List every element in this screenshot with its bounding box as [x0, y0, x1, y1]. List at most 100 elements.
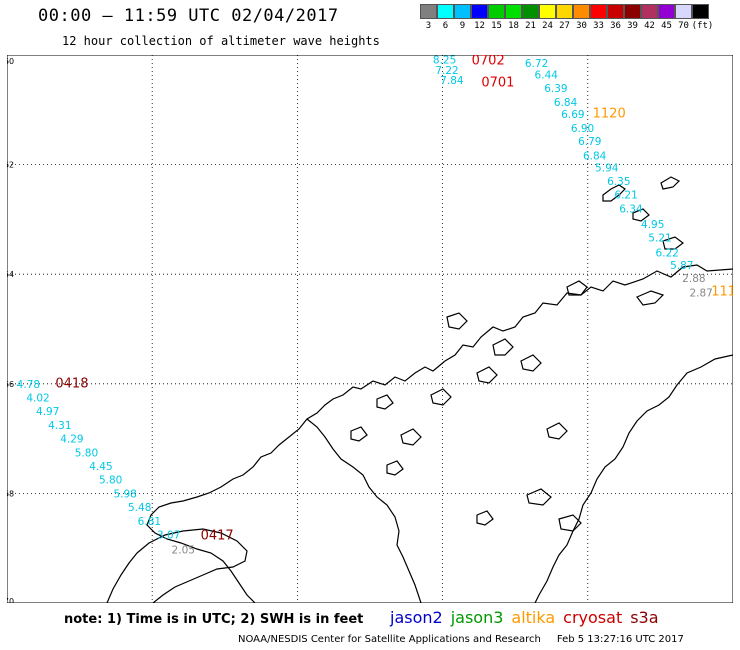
legend-swatch	[488, 4, 505, 19]
island-a	[660, 176, 681, 190]
map-frame	[7, 55, 733, 603]
legend-swatch	[437, 4, 454, 19]
wave-height-label: 5.21	[648, 232, 671, 244]
coastline	[106, 176, 733, 603]
island-d	[636, 290, 665, 306]
island-q	[386, 460, 404, 476]
wave-height-label: 6.35	[607, 176, 630, 188]
wave-height-label: 3.07	[157, 530, 180, 542]
wave-height-label: 6.39	[544, 83, 567, 95]
wave-height-label: 6.79	[578, 136, 601, 148]
alexander-island	[106, 528, 248, 603]
island-l	[350, 426, 368, 442]
legend-swatch	[522, 4, 539, 19]
pass-time-label: 0701	[481, 75, 514, 90]
legend-swatch	[590, 4, 607, 19]
island-c	[566, 280, 588, 296]
peninsula-coast	[146, 264, 733, 603]
wave-height-label: 4.02	[26, 393, 49, 405]
legend-label: 18	[508, 21, 519, 31]
island-r	[662, 236, 684, 250]
legend-swatch	[454, 4, 471, 19]
latitude-label: -68	[7, 489, 14, 498]
wave-height-label: 6.84	[583, 150, 607, 162]
wave-height-label: 6.84	[554, 97, 578, 109]
wave-height-label: 5.94	[595, 162, 619, 174]
wave-height-label: 6.81	[138, 516, 161, 528]
legend-label: 15	[491, 21, 502, 31]
legend-label: 30	[576, 21, 587, 31]
island-j	[376, 394, 394, 410]
island-i	[430, 388, 452, 406]
footer: NOAA/NESDIS Center for Satellite Applica…	[238, 634, 684, 645]
legend-label: 36	[610, 21, 621, 31]
island-m	[546, 422, 568, 440]
wave-height-labels: 8.257.227.846.726.446.396.846.696.906.79…	[17, 55, 713, 556]
pass-time-label: 1119	[711, 285, 733, 300]
legend-label: 3	[425, 21, 432, 31]
wave-height-label: 5.87	[670, 260, 693, 272]
legend-label: 21	[525, 21, 536, 31]
island-k	[400, 428, 422, 446]
wave-height-label: 5.98	[113, 488, 136, 500]
wave-height-label: 4.95	[641, 219, 664, 231]
legend-swatch	[505, 4, 522, 19]
legend-labels: 3 6 9 12 15 18 21 24 27 30 33 36 39 42 45 70 (ft)	[420, 19, 714, 33]
legend-swatch	[624, 4, 641, 19]
island-p	[476, 510, 494, 526]
legend-swatch	[658, 4, 675, 19]
wave-height-label: 5.80	[75, 447, 98, 459]
wave-height-label: 6.90	[571, 123, 594, 135]
legend-swatch	[471, 4, 488, 19]
south-shetland-island	[602, 184, 626, 202]
wave-height-label: 4.31	[48, 420, 71, 432]
legend-label: 45	[661, 21, 672, 31]
wave-height-label: 4.97	[36, 406, 59, 418]
wave-height-label: 6.69	[561, 109, 584, 121]
satellite-legend: jason2 jason3 altika cryosat s3a	[390, 608, 667, 627]
wave-height-label: 5.48	[128, 502, 151, 514]
satellite-name-altika: altika	[511, 608, 556, 627]
inner-coast	[306, 418, 422, 603]
wave-height-label: 7.22	[435, 65, 458, 77]
island-g	[520, 354, 542, 372]
island-e	[446, 312, 468, 330]
island-o	[558, 514, 582, 532]
latitude-label: -66	[7, 380, 14, 389]
wave-height-label: 6.72	[525, 58, 548, 70]
legend-swatch	[420, 4, 437, 19]
legend-label: 27	[559, 21, 570, 31]
legend-swatch	[573, 4, 590, 19]
legend-label: 70	[678, 21, 689, 31]
note-text: note: 1) Time is in UTC; 2) SWH is in fe…	[64, 612, 364, 627]
legend-swatch	[607, 4, 624, 19]
satellite-name-cryosat: cryosat	[563, 608, 623, 627]
timestamp: Feb 5 13:27:16 UTC 2017	[556, 634, 684, 645]
legend-label: 9	[459, 21, 466, 31]
latitude-label: -64	[7, 270, 14, 279]
wave-height-label: 5.80	[99, 475, 122, 487]
color-legend: 3 6 9 12 15 18 21 24 27 30 33 36 39 42 45 70 (ft)	[420, 4, 714, 33]
satellite-name-s3a: s3a	[630, 608, 659, 627]
pass-time-label: 1120	[593, 107, 626, 122]
pass-time-labels: 0702 0701 1120 1119 0418 0417	[55, 55, 733, 544]
wave-height-label: 2.88	[682, 273, 705, 285]
legend-swatches	[420, 4, 709, 19]
legend-swatch	[692, 4, 709, 19]
latitude-label: -62	[7, 161, 14, 170]
island-n	[526, 488, 552, 506]
latitude-label: -60	[7, 57, 14, 66]
altimeter-map: -60-62-64-66-68-70-75-72-69-66-63-60 8.2…	[7, 55, 733, 603]
gridlines	[7, 55, 733, 603]
island-h	[476, 366, 498, 384]
pass-time-label: 0418	[55, 377, 88, 392]
legend-label: 33	[593, 21, 604, 31]
satellite-name-jason3: jason3	[450, 608, 504, 627]
legend-label: 12	[474, 21, 485, 31]
legend-swatch	[539, 4, 556, 19]
legend-label: 24	[542, 21, 553, 31]
axis-labels: -60-62-64-66-68-70-75-72-69-66-63-60	[7, 57, 14, 603]
wave-height-label: 6.21	[614, 190, 637, 202]
legend-swatch	[641, 4, 658, 19]
map-subtitle: 12 hour collection of altimeter wave hei…	[62, 34, 380, 48]
